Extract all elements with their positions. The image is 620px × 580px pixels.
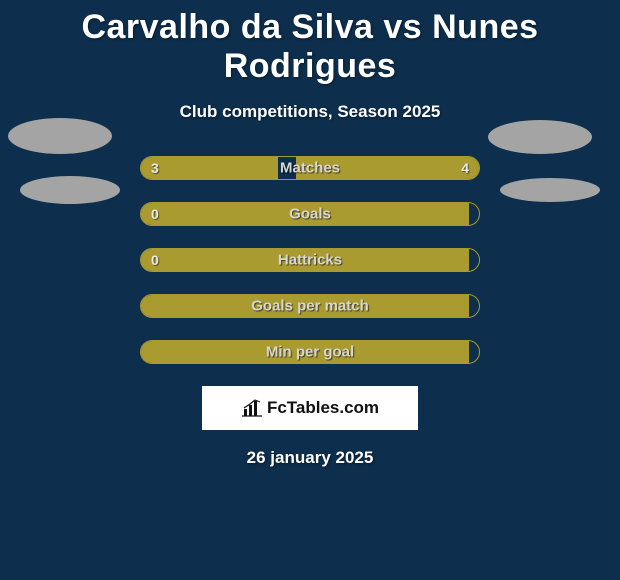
stat-row-goals-per-match: Goals per match [140,294,480,318]
stat-label: Goals [289,206,331,223]
stat-row-hattricks: 0 Hattricks [140,248,480,272]
stat-value-left: 0 [151,252,159,268]
date-label: 26 january 2025 [0,448,620,468]
stat-row-min-per-goal: Min per goal [140,340,480,364]
avatar-right-1 [488,120,592,154]
avatar-right-2 [500,178,600,202]
page-title: Carvalho da Silva vs Nunes Rodrigues [0,0,620,86]
page-subtitle: Club competitions, Season 2025 [0,102,620,122]
stat-row-goals: 0 Goals [140,202,480,226]
stat-row-matches: 3 Matches 4 [140,156,480,180]
stat-label: Goals per match [251,298,369,315]
stat-label: Min per goal [266,344,354,361]
avatar-left-1 [8,118,112,154]
bar-fill-left [141,157,278,179]
bar-chart-icon [241,399,263,417]
stat-value-left: 0 [151,206,159,222]
branding-badge: FcTables.com [202,386,418,430]
stat-value-left: 3 [151,160,159,176]
stat-label: Matches [280,160,340,177]
avatar-left-2 [20,176,120,204]
stat-value-right: 4 [461,160,469,176]
stat-label: Hattricks [278,252,342,269]
branding-text: FcTables.com [267,398,379,418]
comparison-chart: 3 Matches 4 0 Goals 0 Hattricks Goals pe… [0,156,620,364]
